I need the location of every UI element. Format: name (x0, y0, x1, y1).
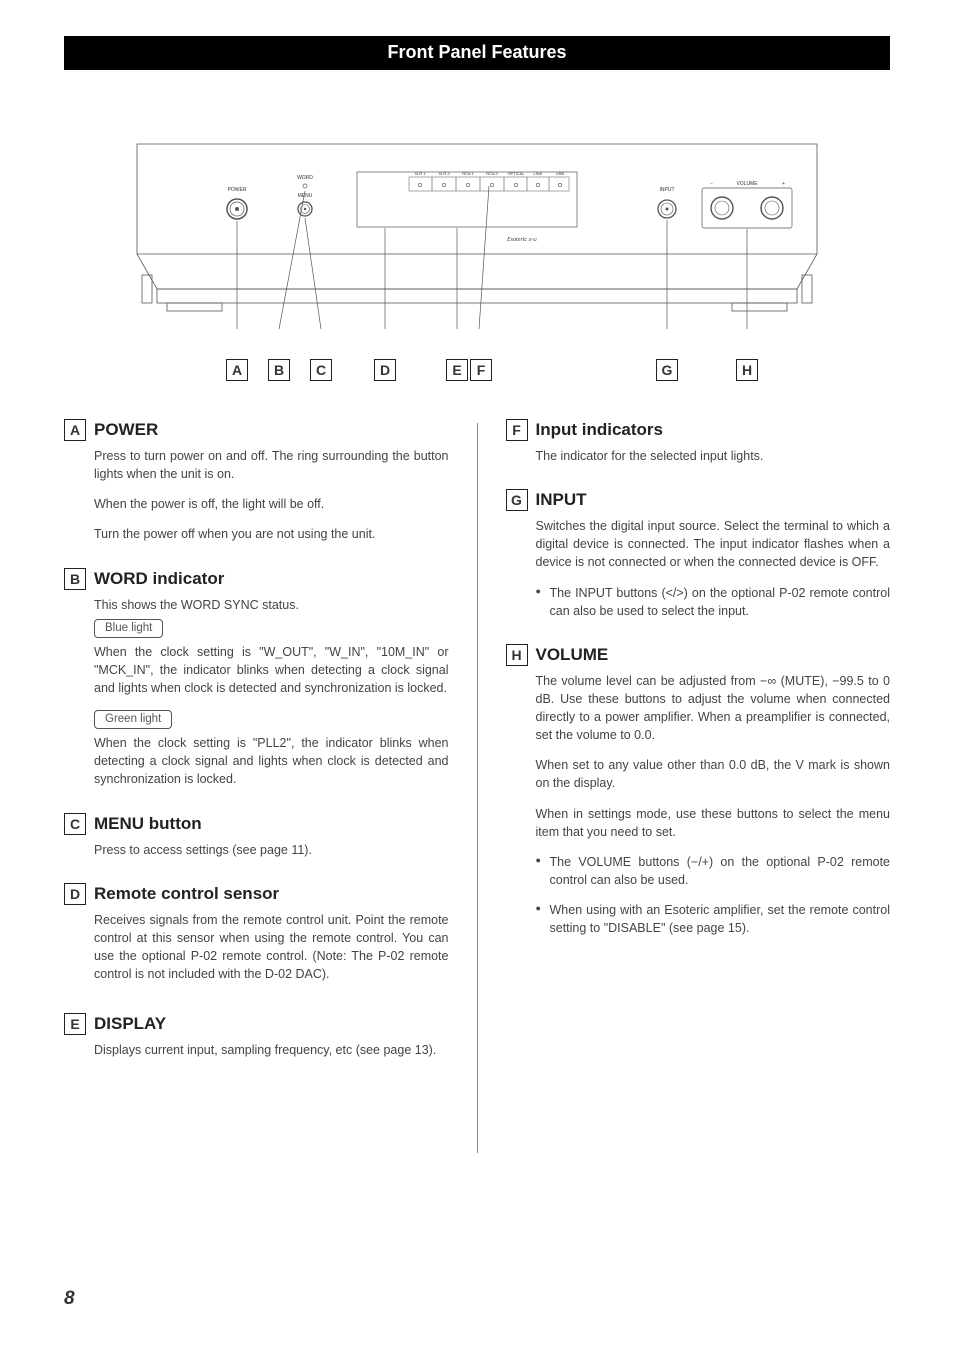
badge-e: E (64, 1013, 86, 1035)
svg-text:Esoteric D-02: Esoteric D-02 (506, 237, 537, 243)
text: Press to turn power on and off. The ring… (94, 447, 449, 483)
text: Turn the power off when you are not usin… (94, 525, 449, 543)
input-knob: INPUT (658, 187, 676, 218)
text: This shows the WORD SYNC status. (94, 596, 449, 614)
page-number: 8 (64, 1288, 75, 1310)
label-g: G (656, 359, 678, 381)
bullet: The INPUT buttons (</>) on the optional … (536, 584, 891, 620)
section-volume: H VOLUME The volume level can be adjuste… (506, 644, 891, 938)
section-menu: C MENU button Press to access settings (… (64, 813, 449, 859)
text: The indicator for the selected input lig… (536, 447, 891, 465)
label-c: C (310, 359, 332, 381)
label-d: D (374, 359, 396, 381)
svg-text:LINK: LINK (534, 171, 543, 176)
svg-text:POWER: POWER (228, 187, 247, 193)
title-remote: Remote control sensor (94, 884, 279, 904)
text: When set to any value other than 0.0 dB,… (536, 756, 891, 792)
svg-text:VOLUME: VOLUME (736, 181, 758, 187)
text: Displays current input, sampling frequen… (94, 1041, 449, 1059)
title-input-indicators: Input indicators (536, 420, 664, 440)
column-divider (477, 423, 478, 1153)
label-f: F (470, 359, 492, 381)
left-column: A POWER Press to turn power on and off. … (64, 419, 449, 1153)
svg-text:WORD: WORD (297, 175, 313, 181)
label-h: H (736, 359, 758, 381)
power-knob: POWER (227, 187, 247, 219)
svg-text:OPTICAL: OPTICAL (507, 171, 525, 176)
section-input-ind: F Input indicators The indicator for the… (506, 419, 891, 465)
badge-h: H (506, 644, 528, 666)
page-header: Front Panel Features (64, 36, 890, 70)
section-remote: D Remote control sensor Receives signals… (64, 883, 449, 984)
svg-text:XLR 1: XLR 1 (414, 171, 426, 176)
title-volume: VOLUME (536, 645, 609, 665)
text: When the clock setting is "PLL2", the in… (94, 734, 449, 788)
text: When the clock setting is "W_OUT", "W_IN… (94, 643, 449, 697)
svg-text:−: − (710, 181, 713, 187)
label-e: E (446, 359, 468, 381)
section-word: B WORD indicator This shows the WORD SYN… (64, 568, 449, 789)
title-display: DISPLAY (94, 1014, 166, 1034)
title-power: POWER (94, 420, 158, 440)
volume-plus (761, 197, 783, 219)
label-b: B (268, 359, 290, 381)
svg-text:USB: USB (556, 171, 565, 176)
title-input: INPUT (536, 490, 587, 510)
bullet: When using with an Esoteric amplifier, s… (536, 901, 891, 937)
text: Press to access settings (see page 11). (94, 841, 449, 859)
label-a: A (226, 359, 248, 381)
section-power: A POWER Press to turn power on and off. … (64, 419, 449, 544)
text: Receives signals from the remote control… (94, 911, 449, 984)
pill-green-light: Green light (94, 710, 172, 729)
text: Switches the digital input source. Selec… (536, 517, 891, 571)
title-menu: MENU button (94, 814, 202, 834)
section-display: E DISPLAY Displays current input, sampli… (64, 1013, 449, 1059)
svg-text:XLR 2: XLR 2 (438, 171, 450, 176)
pill-blue-light: Blue light (94, 619, 163, 638)
svg-text:RCA 1: RCA 1 (462, 171, 474, 176)
badge-d: D (64, 883, 86, 905)
section-input: G INPUT Switches the digital input sourc… (506, 489, 891, 620)
text: When in settings mode, use these buttons… (536, 805, 891, 841)
badge-g: G (506, 489, 528, 511)
title-word: WORD indicator (94, 569, 224, 589)
menu-knob: MENU (298, 193, 313, 216)
bullet: The VOLUME buttons (−/+) on the optional… (536, 853, 891, 889)
right-column: F Input indicators The indicator for the… (506, 419, 891, 1153)
svg-text:+: + (782, 181, 785, 187)
svg-text:INPUT: INPUT (660, 187, 675, 193)
badge-f: F (506, 419, 528, 441)
volume-minus (711, 197, 733, 219)
text: When the power is off, the light will be… (94, 495, 449, 513)
svg-text:RCA 2: RCA 2 (486, 171, 498, 176)
badge-a: A (64, 419, 86, 441)
front-panel-diagram: POWER WORD MENU XLR 1 XLR 2 RCA 1 RCA 2 … (127, 134, 827, 359)
badge-b: B (64, 568, 86, 590)
text: The volume level can be adjusted from −∞… (536, 672, 891, 745)
svg-text:MENU: MENU (298, 193, 313, 199)
badge-c: C (64, 813, 86, 835)
